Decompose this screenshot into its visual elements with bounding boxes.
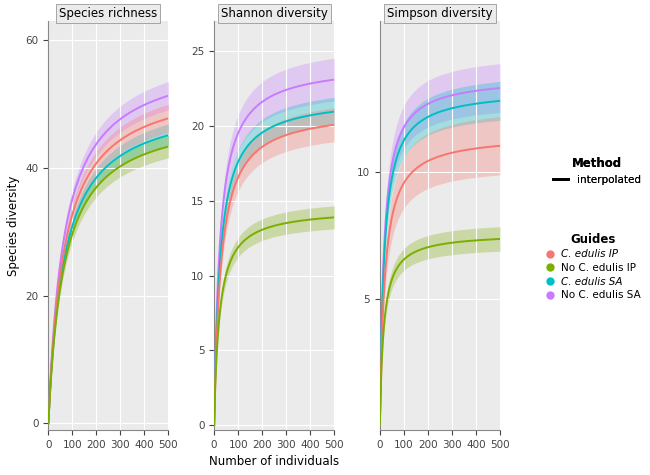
Title: Simpson diversity: Simpson diversity <box>387 7 493 20</box>
Title: Shannon diversity: Shannon diversity <box>221 7 328 20</box>
X-axis label: Number of individuals: Number of individuals <box>209 455 339 468</box>
Legend: interpolated: interpolated <box>549 152 645 189</box>
Legend: C. edulis IP, No C. edulis IP, C. edulis SA, No C. edulis SA: C. edulis IP, No C. edulis IP, C. edulis… <box>541 228 645 304</box>
Title: Species richness: Species richness <box>59 7 157 20</box>
Y-axis label: Species diversity: Species diversity <box>7 175 20 276</box>
